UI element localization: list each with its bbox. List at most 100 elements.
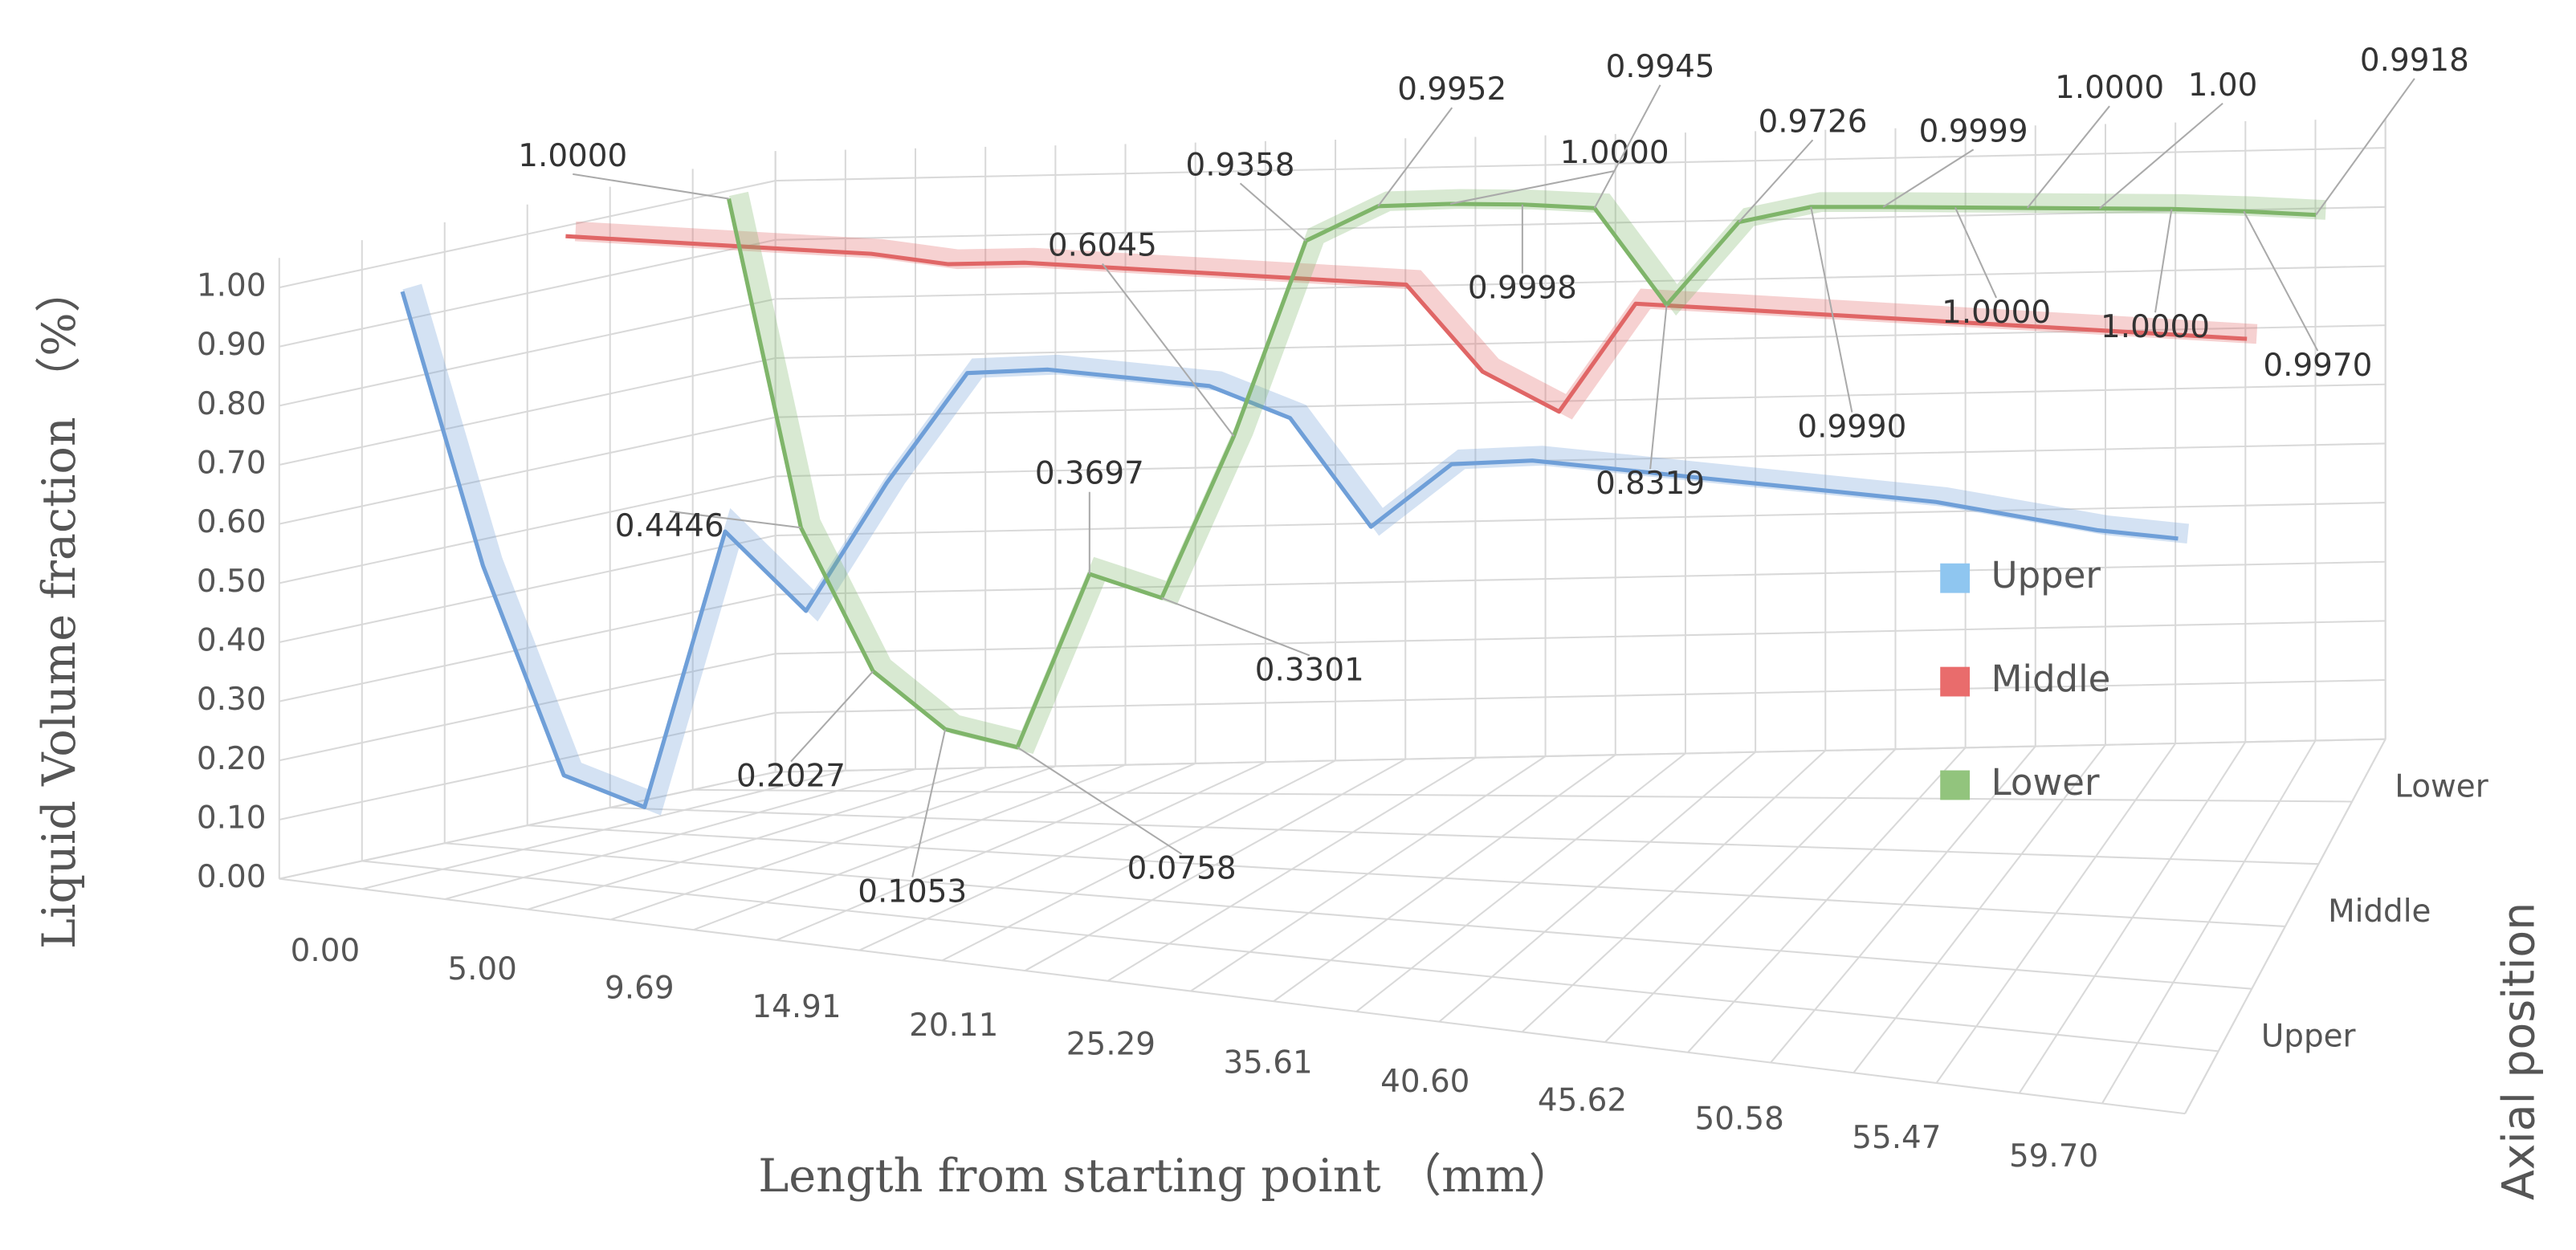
leader-line	[1738, 139, 1814, 223]
data-label: 0.9945	[1606, 49, 1715, 85]
grid-line	[279, 679, 2386, 820]
y-tick-label: 0.70	[197, 446, 267, 482]
floor-grid-line	[444, 842, 2252, 990]
data-label: 0.9999	[1919, 113, 2028, 149]
y-tick-label: 0.20	[197, 741, 267, 777]
legend-swatch	[1940, 666, 1971, 697]
leader-line	[1593, 84, 1661, 209]
leader-line	[790, 670, 874, 763]
data-label: 0.9990	[1797, 409, 1906, 446]
leader-line	[2154, 209, 2173, 313]
data-label: 1.0000	[2101, 309, 2210, 345]
leader-line	[1449, 170, 1615, 205]
x-tick-label: 9.69	[605, 970, 675, 1006]
x-tick-label: 25.29	[1066, 1026, 1156, 1062]
y-tick-label: 0.60	[197, 504, 267, 540]
series-line	[565, 234, 2248, 414]
data-label: 0.9998	[1468, 271, 1577, 307]
y-tick-label: 1.00	[197, 268, 267, 304]
data-label: 1.0000	[2055, 70, 2164, 106]
data-label: 0.3301	[1255, 652, 1364, 688]
x-tick-label: 45.62	[1538, 1082, 1627, 1118]
data-label: 0.9358	[1186, 147, 1295, 183]
floor-grid-line	[692, 788, 2353, 803]
legend-label: Upper	[1991, 554, 2101, 596]
grid	[278, 118, 2386, 1115]
data-label: 0.9726	[1758, 104, 1867, 140]
data-label: 0.8319	[1596, 466, 1705, 502]
data-label: 0.9970	[2263, 348, 2372, 384]
x-axis-title: Length from starting point （mm）	[758, 1149, 1575, 1203]
y-tick-label: 0.30	[197, 682, 267, 718]
x-tick-label: 40.60	[1380, 1064, 1469, 1100]
legend-label: Middle	[1991, 658, 2111, 700]
series-ribbon	[728, 189, 2327, 755]
data-label: 0.9952	[1397, 71, 1506, 108]
grid-line	[279, 147, 2386, 289]
floor-edge	[2184, 739, 2386, 1114]
x-tick-label: 35.61	[1223, 1045, 1312, 1081]
series-ribbon	[402, 283, 2190, 816]
leader-line	[669, 510, 801, 529]
data-label: 0.9918	[2360, 43, 2469, 79]
leader-line	[1882, 149, 1975, 208]
data-label: 0.3697	[1035, 456, 1144, 492]
floor-grid-line	[609, 806, 2319, 865]
data-label: 0.0758	[1127, 851, 1237, 887]
z-tick-label: Middle	[2328, 894, 2431, 930]
leader-line	[2098, 102, 2223, 210]
data-label: 0.1053	[858, 874, 967, 910]
legend-label: Lower	[1991, 761, 2100, 804]
y-tick-label: 0.50	[197, 564, 267, 600]
leader-line	[1954, 206, 1998, 299]
x-tick-label: 20.11	[909, 1008, 998, 1044]
grid-line	[279, 442, 2386, 584]
data-label: 1.00	[2188, 67, 2258, 104]
y-tick-label: 0.00	[197, 859, 267, 895]
z-tick-label: Upper	[2261, 1019, 2356, 1055]
leader-line	[1102, 263, 1235, 437]
z-axis-title: Axial position	[2494, 902, 2545, 1200]
leader-line	[1810, 206, 1853, 413]
x-tick-label: 0.00	[291, 933, 361, 969]
floor-grid-line	[279, 877, 2186, 1115]
floor-grid-line	[361, 860, 2219, 1053]
z-tick-label: Lower	[2395, 769, 2488, 805]
data-label: 0.6045	[1048, 228, 1157, 264]
series-line	[400, 291, 2179, 809]
data-label: 0.4446	[615, 508, 724, 544]
data-label: 0.2027	[736, 759, 846, 795]
leader-line	[573, 173, 729, 200]
x-tick-label: 5.00	[447, 951, 517, 987]
legend-swatch	[1940, 563, 1971, 593]
series-ribbon	[574, 221, 2258, 420]
data-label: 1.0000	[1560, 135, 1669, 171]
y-tick-label: 0.10	[197, 800, 267, 836]
grid-line	[279, 620, 2386, 762]
x-tick-label: 59.70	[2009, 1138, 2098, 1175]
leader-line	[1649, 304, 1668, 470]
y-tick-label: 0.80	[197, 386, 267, 422]
data-label: 1.0000	[518, 138, 627, 174]
x-tick-label: 14.91	[752, 989, 841, 1025]
y-tick-label: 0.40	[197, 622, 267, 658]
y-axis-title: Liquid Volume fraction （%）	[32, 267, 86, 949]
legend-swatch	[1940, 770, 1971, 800]
leader-line	[2315, 78, 2415, 216]
leader-line	[1239, 182, 1307, 242]
leader-line	[911, 729, 947, 877]
leader-line	[1017, 746, 1183, 855]
x-tick-label: 50.58	[1695, 1101, 1784, 1138]
grid-line	[279, 502, 2386, 643]
grid-line	[279, 206, 2386, 348]
x-tick-label: 55.47	[1852, 1120, 1941, 1156]
leader-line	[1377, 107, 1453, 207]
grid-line	[279, 265, 2386, 407]
leader-line	[1161, 596, 1310, 657]
leader-line	[2243, 210, 2319, 352]
grid-line	[279, 560, 2386, 702]
y-tick-label: 0.90	[197, 327, 267, 363]
floor-grid-line	[527, 825, 2285, 927]
grid-line	[279, 738, 2386, 880]
